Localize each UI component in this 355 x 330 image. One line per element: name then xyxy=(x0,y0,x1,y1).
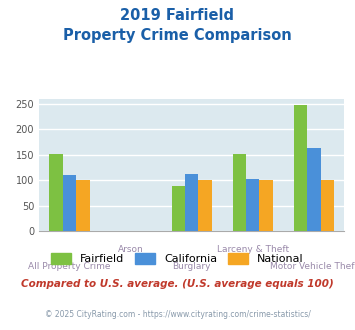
Text: 2019 Fairfield: 2019 Fairfield xyxy=(120,8,235,23)
Text: Burglary: Burglary xyxy=(173,262,211,271)
Bar xyxy=(321,180,334,231)
Text: Arson: Arson xyxy=(118,245,143,254)
Bar xyxy=(198,180,212,231)
Legend: Fairfield, California, National: Fairfield, California, National xyxy=(47,248,308,268)
Bar xyxy=(171,186,185,231)
Bar xyxy=(185,174,198,231)
Bar xyxy=(76,180,90,231)
Text: All Property Crime: All Property Crime xyxy=(28,262,111,271)
Bar xyxy=(260,180,273,231)
Text: © 2025 CityRating.com - https://www.cityrating.com/crime-statistics/: © 2025 CityRating.com - https://www.city… xyxy=(45,310,310,319)
Bar xyxy=(233,154,246,231)
Bar xyxy=(246,179,260,231)
Bar xyxy=(294,105,307,231)
Bar xyxy=(63,175,76,231)
Text: Larceny & Theft: Larceny & Theft xyxy=(217,245,289,254)
Text: Motor Vehicle Theft: Motor Vehicle Theft xyxy=(270,262,355,271)
Text: Compared to U.S. average. (U.S. average equals 100): Compared to U.S. average. (U.S. average … xyxy=(21,279,334,289)
Text: Property Crime Comparison: Property Crime Comparison xyxy=(63,28,292,43)
Bar xyxy=(307,148,321,231)
Bar xyxy=(49,154,63,231)
